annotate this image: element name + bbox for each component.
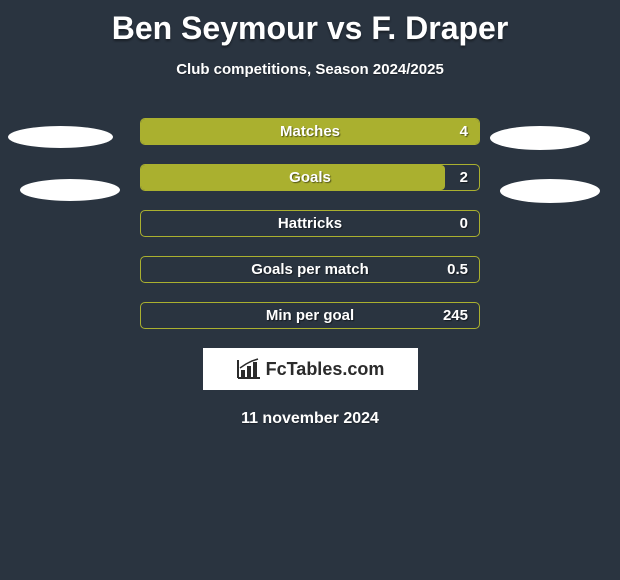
comparison-title: Ben Seymour vs F. Draper	[0, 0, 620, 47]
bar-value: 245	[443, 302, 468, 329]
site-logo: FcTables.com	[203, 348, 418, 390]
stat-row-matches: Matches 4	[140, 118, 480, 145]
comparison-subtitle: Club competitions, Season 2024/2025	[0, 61, 620, 78]
bar-value: 4	[460, 118, 468, 145]
decorative-ellipse	[8, 126, 113, 148]
bar-label: Goals per match	[140, 256, 480, 283]
stat-row-goals: Goals 2	[140, 164, 480, 191]
stat-row-hattricks: Hattricks 0	[140, 210, 480, 237]
decorative-ellipse	[20, 179, 120, 201]
bar-label: Goals	[140, 164, 480, 191]
bar-value: 0	[460, 210, 468, 237]
bar-value: 0.5	[447, 256, 468, 283]
bar-label: Min per goal	[140, 302, 480, 329]
decorative-ellipse	[500, 179, 600, 203]
stat-row-goals-per-match: Goals per match 0.5	[140, 256, 480, 283]
update-date: 11 november 2024	[0, 410, 620, 428]
bar-label: Hattricks	[140, 210, 480, 237]
logo-text: FcTables.com	[266, 359, 385, 380]
bar-value: 2	[460, 164, 468, 191]
bar-chart-icon	[236, 358, 262, 380]
decorative-ellipse	[490, 126, 590, 150]
bar-label: Matches	[140, 118, 480, 145]
stat-row-min-per-goal: Min per goal 245	[140, 302, 480, 329]
